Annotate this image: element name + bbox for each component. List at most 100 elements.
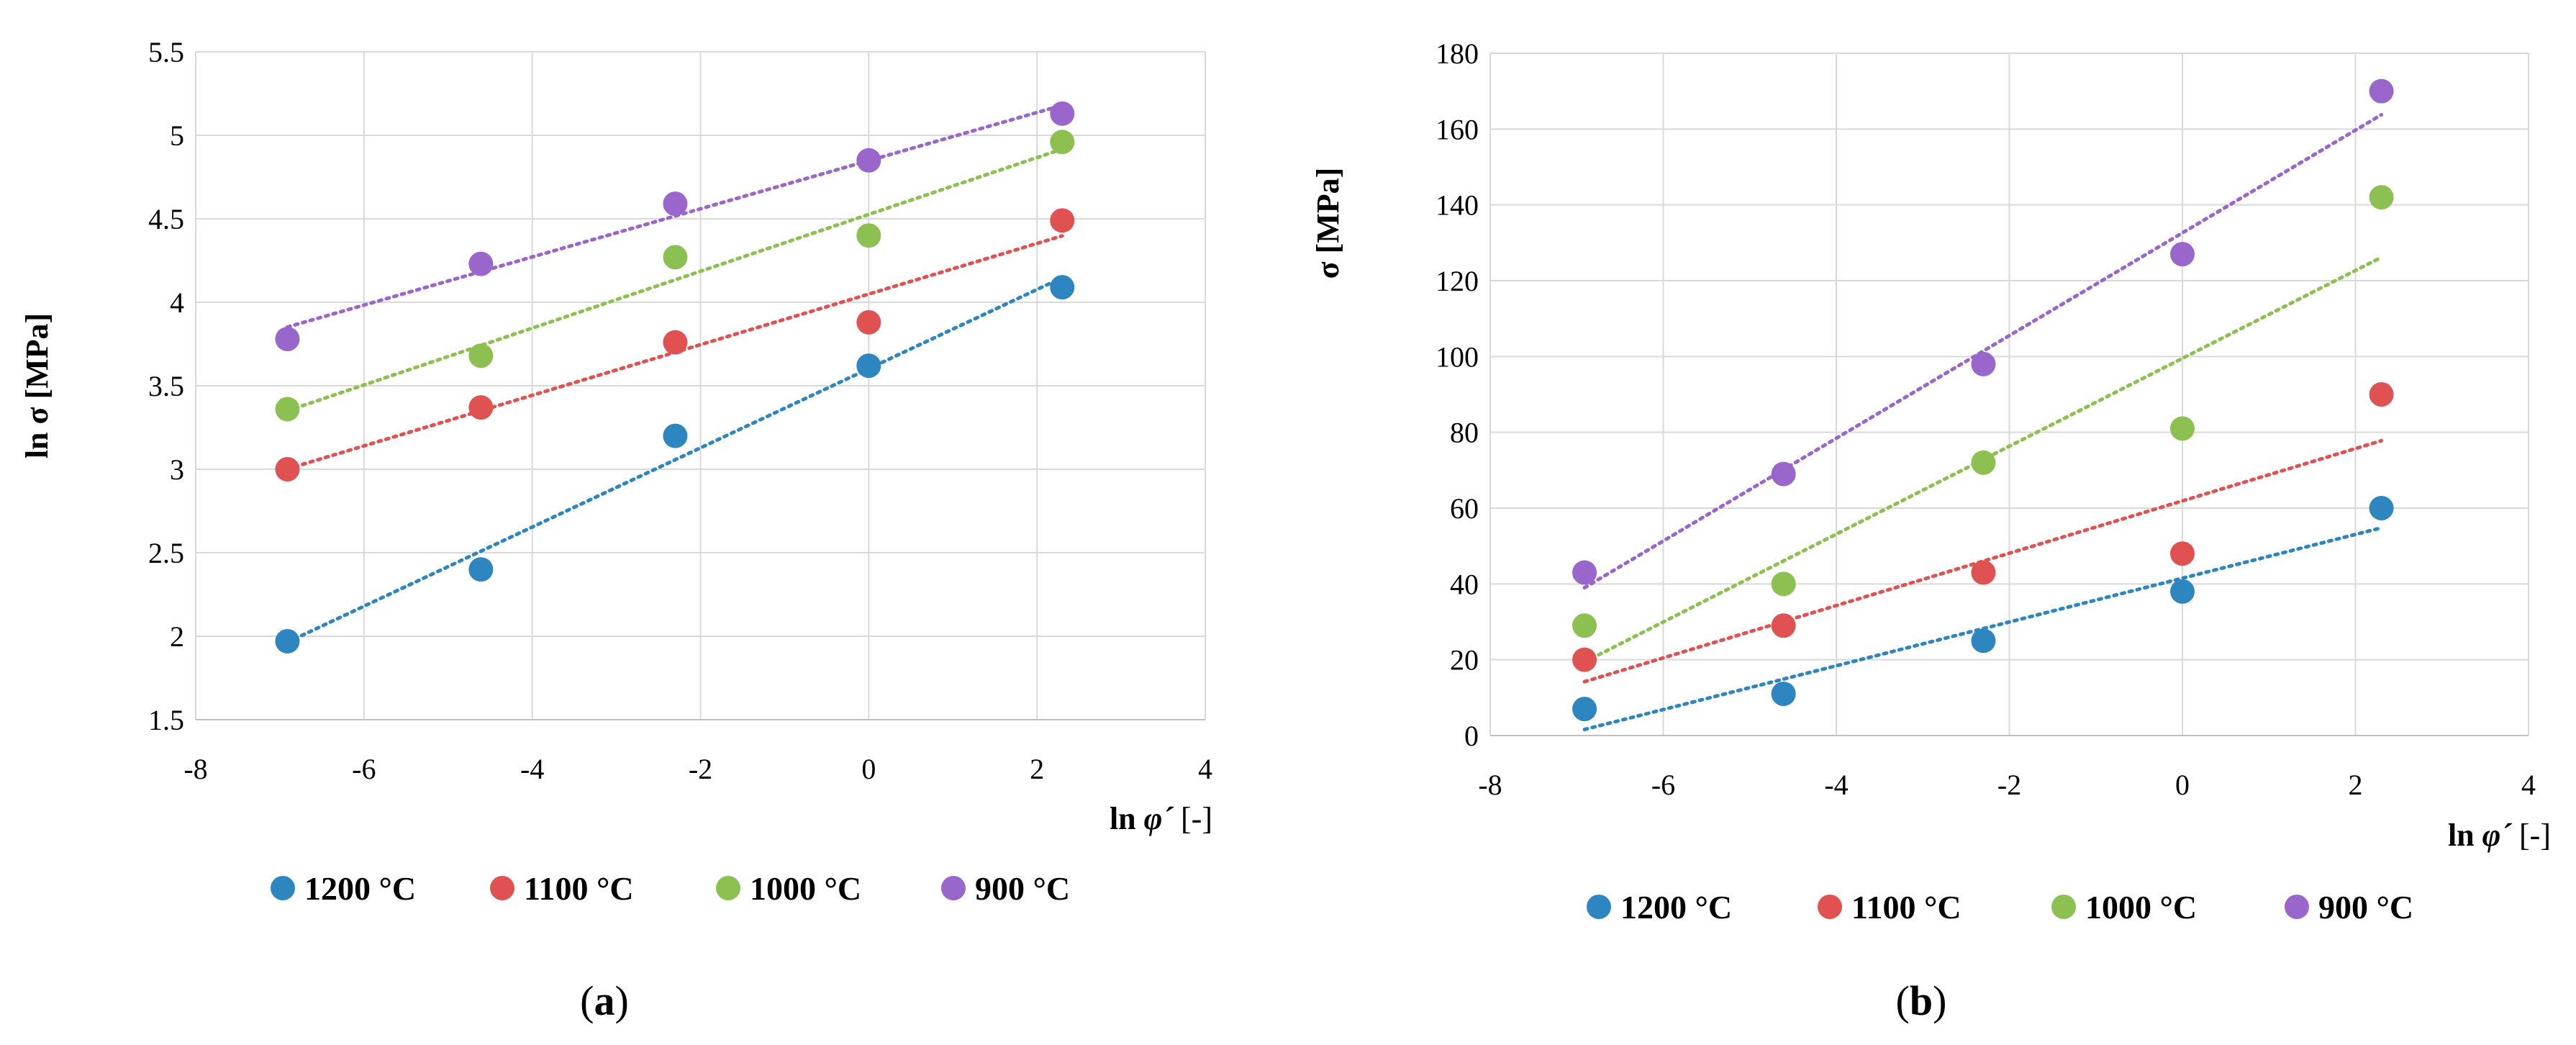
chart-b-data-point-900 [1971,351,1996,376]
chart-b-x-axis-title-symbol: φ´ [2482,818,2513,853]
chart-b-x-tick-label: -4 [1824,769,1848,801]
chart-a-x-tick-label: 0 [861,753,876,785]
chart-a-x-tick-label: 4 [1198,753,1212,785]
chart-a-data-point-1100 [663,330,688,355]
chart-b-trendline-900 [1582,112,2384,590]
chart-b-trendline-1100 [1582,438,2384,684]
chart-b-x-axis-title-prefix: ln [2448,818,2482,853]
chart-a-panel-label-letter: a [594,977,615,1024]
chart-b-x-tick-label: 0 [2175,769,2190,801]
chart-a-y-tick-label: 2 [170,620,184,653]
chart-a-legend-label: 1200 °C [304,870,416,907]
chart-b-data-point-1200 [2170,579,2195,604]
chart-a-data-point-1000 [275,397,300,422]
chart-b-legend-marker-900 [2285,895,2309,919]
chart-a-x-axis-title-suffix: [-] [1173,801,1212,836]
chart-b-data-point-900 [1572,560,1597,585]
chart-b-data-point-1000 [2170,416,2195,441]
chart-b-y-tick-label: 120 [1436,265,1479,297]
chart-b-data-point-1200 [1771,682,1796,707]
chart-b-legend-label: 1000 °C [2085,889,2197,926]
chart-a-x-tick-label: -2 [689,753,712,785]
chart-a-data-point-1100 [856,309,881,335]
chart-a-trendline-1200 [285,276,1064,644]
chart-a-panel-label: (a) [580,977,629,1024]
chart-a-data-point-1200 [1050,275,1075,300]
chart-b-y-tick-label: 0 [1464,720,1479,752]
chart-a-y-tick-label: 3.5 [148,370,184,402]
chart-a-legend-marker-1000 [716,876,740,900]
chart-a-x-axis-title-symbol: φ´ [1144,801,1174,836]
chart-a-panel-label-open: ( [580,977,594,1024]
chart-b-data-point-900 [2170,242,2195,267]
chart-b-data-point-900 [2369,78,2394,104]
chart-b-panel-label-close: ) [1933,977,1946,1024]
chart-a-x-axis-title: ln φ´ [-] [1110,801,1212,836]
chart-b-data-point-1000 [1771,571,1796,597]
chart-a-y-axis-title: ln σ [MPa] [19,313,55,458]
chart-b-y-axis-title: σ [MPa] [1310,168,1346,279]
chart-b-legend-marker-1100 [1818,895,1842,919]
chart-b-y-tick-label: 160 [1436,113,1479,145]
chart-a-panel-label-close: ) [615,977,629,1024]
chart-b-y-tick-label: 60 [1450,492,1479,525]
chart-a-trendline-900 [285,103,1064,329]
chart-a-x-tick-label: -6 [352,753,376,785]
chart-a-data-point-1200 [663,423,688,448]
chart-a-legend-label: 1100 °C [524,870,634,907]
chart-a-y-tick-label: 2.5 [148,537,184,569]
chart-b-x-tick-label: -2 [1997,769,2021,801]
chart-a-data-point-900 [275,327,300,352]
chart-a-data-point-1100 [1050,208,1075,233]
chart-b-data-point-1000 [1971,450,1996,475]
chart-panel-a: -8 -6 -4 -2 0 2 4 1.5 2 2.5 3 3.5 4 4.5 5 5.5 ln σ [MPa]… [19,36,1212,1024]
chart-b-y-tick-label: 140 [1436,189,1479,222]
chart-b-data-point-1200 [1572,697,1597,722]
chart-b-panel-label: (b) [1896,977,1947,1024]
chart-a-data-point-1000 [663,245,688,270]
chart-a-data-point-1200 [468,557,494,582]
chart-a-legend-label: 900 °C [975,870,1070,907]
chart-a-data-point-900 [468,251,494,276]
chart-a-data-point-900 [663,191,688,217]
chart-b-data-point-900 [1771,461,1796,487]
chart-b-panel-label-letter: b [1910,977,1933,1024]
chart-b-x-tick-label: 2 [2349,769,2363,801]
chart-a-legend-marker-1200 [271,876,295,900]
chart-b-x-axis-title-suffix: [-] [2511,818,2551,853]
chart-b-x-axis-title: ln φ´ [-] [2448,818,2551,853]
chart-b-legend-label: 1100 °C [1851,889,1962,926]
chart-a-data-point-900 [1050,101,1075,126]
chart-b-data-point-1100 [1771,613,1796,638]
chart-b-y-tick-label: 100 [1436,340,1479,373]
chart-a-data-point-1100 [275,457,300,481]
chart-b-x-tick-label: 4 [2521,769,2536,801]
chart-b-data-point-1100 [1971,560,1996,585]
chart-a-y-tick-label: 3 [170,453,184,486]
chart-a-x-tick-label: -8 [183,753,207,785]
chart-a-y-tick-label: 1.5 [148,704,184,736]
chart-a-data-point-1000 [468,343,494,368]
chart-a-data-point-1000 [856,223,881,248]
chart-a-y-tick-label: 4 [170,286,184,319]
chart-a-data-point-900 [856,148,881,173]
chart-b-legend-marker-1000 [2051,895,2076,919]
chart-a-data-point-1200 [856,353,881,379]
chart-b-x-tick-label: -6 [1651,769,1675,801]
chart-a-data-point-1100 [468,395,494,420]
chart-b-data-point-1100 [2369,382,2394,407]
chart-a-legend-label: 1000 °C [750,870,861,907]
chart-a-y-tick-label: 5 [170,119,184,152]
chart-a-x-tick-label: -4 [520,753,544,785]
chart-b-data-point-1100 [1572,647,1597,672]
chart-b-legend-marker-1200 [1587,895,1611,919]
chart-a-x-axis-title-prefix: ln [1110,801,1144,836]
chart-a-trendline-1000 [285,147,1064,413]
chart-a-svg: -8 -6 -4 -2 0 2 4 1.5 2 2.5 3 3.5 4 4.5 5 5.5 ln σ [MPa]… [19,36,1212,1024]
chart-b-y-tick-label: 180 [1436,37,1479,70]
chart-b-panel-label-open: ( [1896,977,1910,1024]
chart-a-legend-marker-1100 [490,876,514,900]
chart-b-legend-label: 1200 °C [1620,889,1732,926]
chart-b-legend-label: 900 °C [2318,889,2413,926]
